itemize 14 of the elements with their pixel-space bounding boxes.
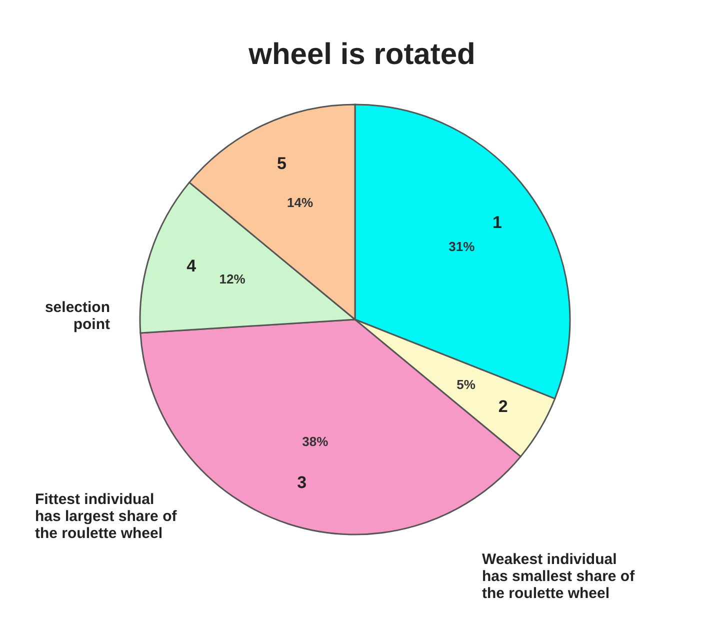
slice-label: 4 — [186, 256, 197, 276]
slice-label: 2 — [498, 397, 508, 416]
data-label: 31% — [448, 238, 476, 254]
data-label: 14% — [287, 194, 314, 210]
text: Fittest individual has largest share of the roulette wheel — [35, 491, 178, 542]
slice-label: 3 — [297, 473, 307, 492]
text: Weakest individual has smallest share of the roulette wheel — [482, 551, 636, 602]
slice-label: 1 — [492, 212, 502, 232]
text: selection point — [44, 299, 110, 333]
data-label: 38% — [302, 434, 329, 450]
data-label: 12% — [219, 272, 246, 287]
chart-title: wheel is rotated — [248, 38, 476, 71]
slice-label: 5 — [277, 154, 286, 173]
data-label: 5% — [456, 377, 476, 392]
